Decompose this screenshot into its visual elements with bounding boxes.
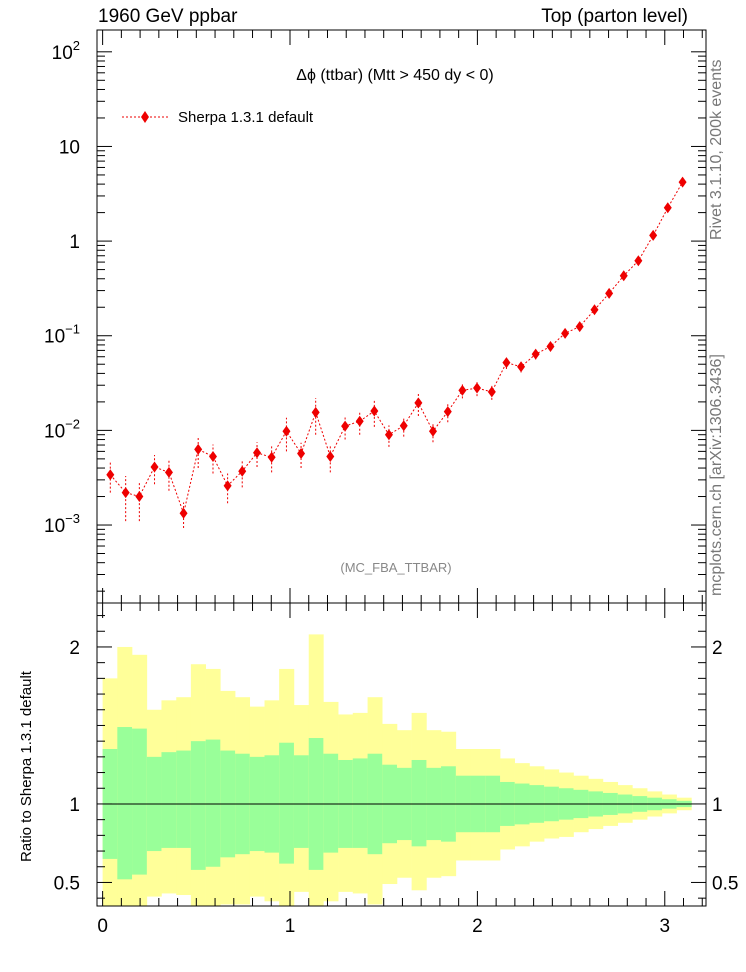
data-point (678, 176, 687, 188)
ratio-y-tick-label: 2 (69, 638, 80, 659)
ratio-y-tick-label: 0.5 (54, 873, 80, 894)
x-tick-label: 3 (659, 916, 670, 937)
x-tick-label: 0 (97, 916, 108, 937)
inner-band-bin (279, 742, 295, 864)
y-tick-label: 10−2 (44, 416, 80, 442)
data-point (517, 361, 526, 373)
data-point (164, 466, 173, 478)
chart-title: Δϕ (ttbar) (Mtt > 450 dy < 0) (296, 67, 494, 84)
inner-band-bin (205, 739, 221, 867)
data-point (355, 415, 364, 427)
data-point (238, 465, 247, 477)
ratio-y-tick-label: 0.5 (712, 873, 738, 894)
ratio-y-tick-label: 1 (712, 795, 723, 816)
data-point (502, 357, 511, 369)
data-point (384, 429, 393, 441)
main-data (106, 176, 687, 529)
header-right: Top (parton level) (541, 6, 688, 27)
data-point (663, 202, 672, 214)
data-point (414, 397, 423, 409)
data-point (370, 405, 379, 417)
series-line (109, 181, 684, 516)
header-left: 1960 GeV ppbar (98, 6, 238, 27)
legend: Sherpa 1.3.1 default (122, 109, 314, 126)
inner-band-bin (161, 752, 177, 848)
data-point (150, 461, 159, 473)
x-tick-label: 2 (472, 916, 483, 937)
data-point (546, 340, 555, 352)
legend-marker (141, 111, 149, 123)
ratio-y-tick-label: 2 (712, 638, 723, 659)
data-point (561, 327, 570, 339)
y-tick-label: 10−3 (44, 511, 80, 537)
data-point (341, 420, 350, 432)
inner-band-bin (352, 758, 368, 848)
data-point (428, 425, 437, 437)
ratio-axes: 0.5 0.5 1 1 2 2 0 1 2 3 (54, 603, 738, 937)
data-point (473, 382, 482, 394)
side-label-top: Rivet 3.1.10, 200k events (708, 59, 725, 240)
y-tick-label: 10−1 (44, 322, 80, 348)
data-point (531, 348, 540, 360)
data-point (179, 507, 188, 519)
data-point (311, 406, 320, 418)
legend-label: Sherpa 1.3.1 default (178, 109, 314, 126)
inner-band-bin (323, 753, 339, 853)
data-point (634, 255, 643, 267)
data-point (135, 491, 144, 503)
ratio-y-tick-label: 1 (69, 795, 80, 816)
ratio-axis-label: Ratio to Sherpa 1.3.1 default (18, 671, 35, 862)
inner-band-bin (176, 750, 192, 848)
data-point (619, 270, 628, 282)
inner-band-bin (117, 727, 133, 880)
data-point (458, 384, 467, 396)
ratio-frame-front (96, 602, 707, 907)
ratio-frame-border (96, 602, 707, 907)
data-point (649, 229, 658, 241)
data-point (121, 487, 130, 499)
data-point (106, 469, 115, 481)
data-point (194, 443, 203, 455)
data-point (399, 420, 408, 432)
data-point (326, 450, 335, 462)
data-point (208, 450, 217, 462)
x-tick-label: 1 (285, 916, 296, 937)
data-point (223, 480, 232, 492)
y-tick-label: 10 (59, 137, 80, 158)
data-point (443, 406, 452, 418)
data-point (297, 447, 306, 459)
data-point (487, 386, 496, 398)
data-point (282, 425, 291, 437)
y-tick-label: 1 (69, 232, 80, 253)
data-point (575, 321, 584, 333)
main-axes: 10−3 10−2 10−1 1 10 102 (44, 30, 706, 603)
y-tick-label: 102 (52, 38, 80, 64)
inner-band-bin (190, 741, 206, 870)
side-label-bottom: mcplots.cern.ch [arXiv:1306.3436] (708, 354, 725, 596)
data-point (590, 304, 599, 316)
data-point (253, 447, 262, 459)
data-point (605, 287, 614, 299)
inner-band-bin (411, 759, 427, 847)
ratio-bands (102, 634, 692, 906)
data-point (267, 451, 276, 463)
watermark: (MC_FBA_TTBAR) (340, 560, 451, 575)
inner-band-bin (132, 728, 148, 875)
inner-band-bin (293, 755, 310, 848)
